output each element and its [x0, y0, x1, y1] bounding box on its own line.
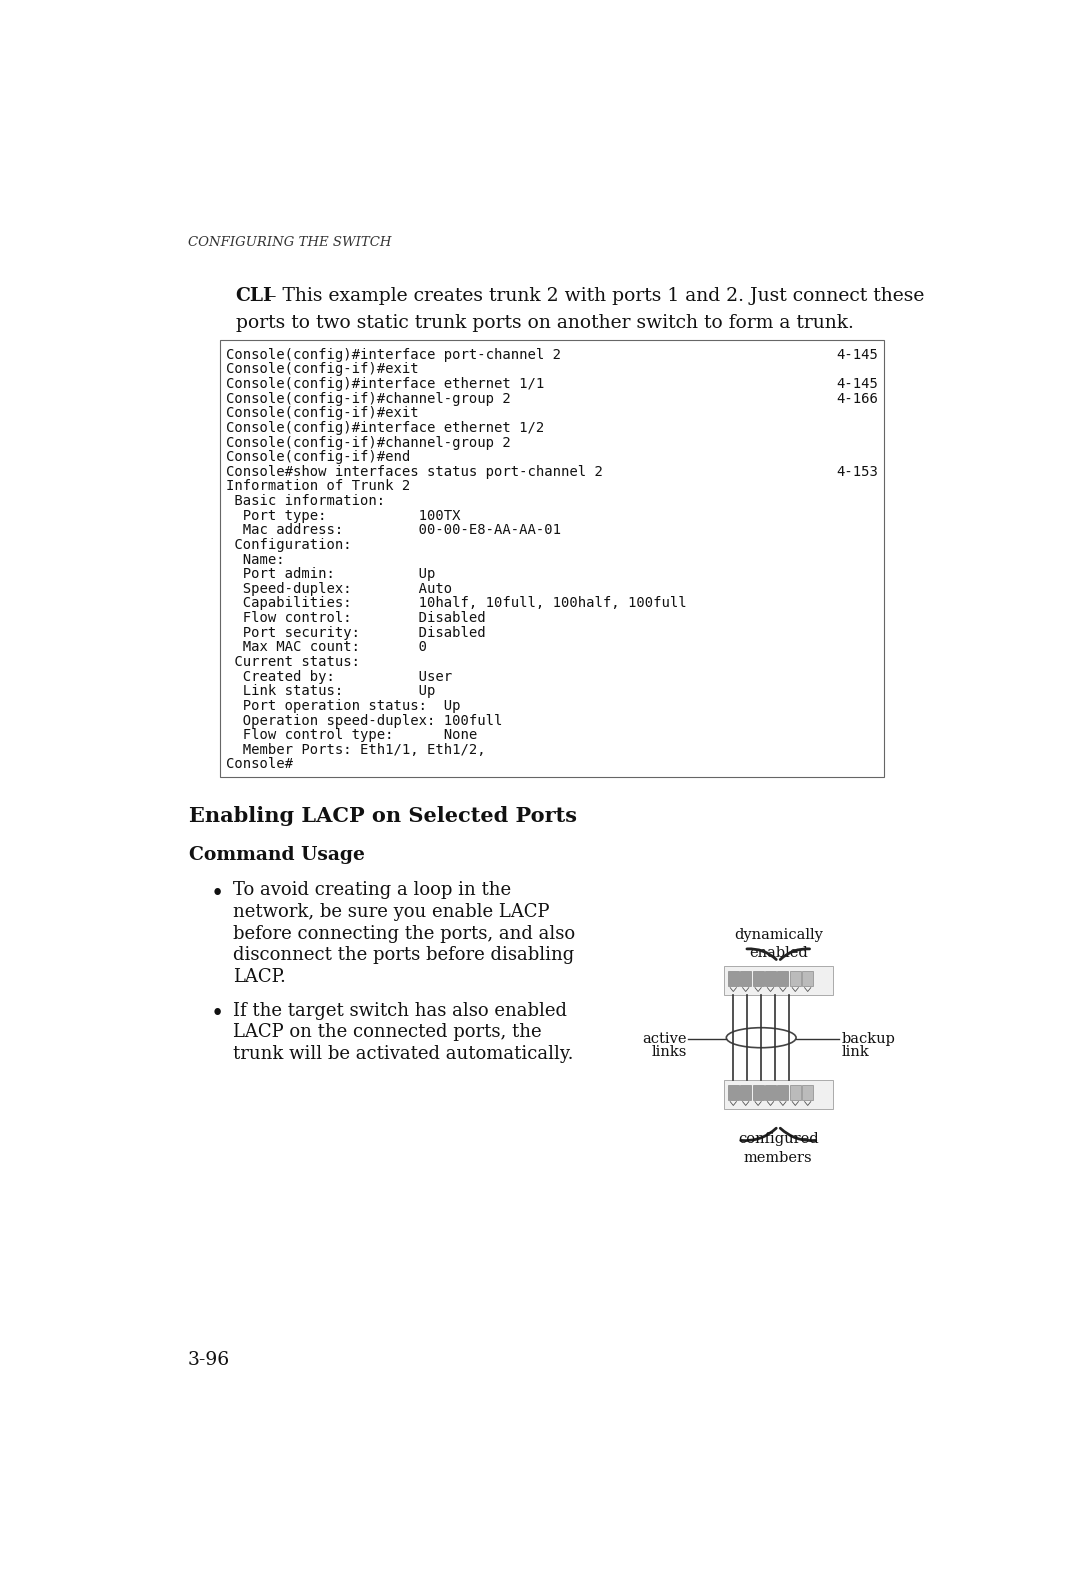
Text: dynamically
enabled: dynamically enabled	[733, 928, 823, 959]
Text: – This example creates trunk 2 with ports 1 and 2. Just connect these: – This example creates trunk 2 with port…	[261, 287, 924, 305]
Text: Created by:          User: Created by: User	[226, 670, 451, 683]
Text: 4-166: 4-166	[836, 391, 878, 405]
Text: Speed-duplex:        Auto: Speed-duplex: Auto	[226, 582, 451, 597]
Text: Port operation status:  Up: Port operation status: Up	[226, 699, 460, 713]
FancyBboxPatch shape	[728, 970, 739, 986]
Text: Flow control:        Disabled: Flow control: Disabled	[226, 611, 485, 625]
Text: Console(config-if)#exit: Console(config-if)#exit	[226, 407, 418, 421]
Text: network, be sure you enable LACP: network, be sure you enable LACP	[232, 903, 549, 922]
Text: Console(config)#interface ethernet 1/2: Console(config)#interface ethernet 1/2	[226, 421, 544, 435]
Text: LACP.: LACP.	[232, 967, 285, 986]
Text: Capabilities:        10half, 10full, 100half, 100full: Capabilities: 10half, 10full, 100half, 1…	[226, 597, 686, 611]
FancyBboxPatch shape	[778, 970, 788, 986]
Text: Console(config-if)#channel-group 2: Console(config-if)#channel-group 2	[226, 391, 511, 405]
Text: Current status:: Current status:	[226, 655, 360, 669]
Text: CLI: CLI	[235, 287, 272, 305]
FancyBboxPatch shape	[220, 341, 883, 777]
Text: Port type:           100TX: Port type: 100TX	[226, 509, 460, 523]
Text: Flow control type:      None: Flow control type: None	[226, 728, 477, 743]
Text: links: links	[651, 1046, 687, 1060]
Text: Max MAC count:       0: Max MAC count: 0	[226, 641, 427, 655]
Text: 3-96: 3-96	[188, 1352, 230, 1369]
FancyBboxPatch shape	[740, 970, 751, 986]
Text: trunk will be activated automatically.: trunk will be activated automatically.	[232, 1044, 573, 1063]
FancyBboxPatch shape	[789, 1085, 800, 1101]
Text: Command Usage: Command Usage	[189, 846, 365, 864]
FancyBboxPatch shape	[778, 1085, 788, 1101]
Text: Basic information:: Basic information:	[226, 495, 384, 509]
Text: •: •	[211, 882, 225, 904]
Text: Console(config)#interface ethernet 1/1: Console(config)#interface ethernet 1/1	[226, 377, 544, 391]
Text: Console#: Console#	[226, 757, 293, 771]
Text: Operation speed-duplex: 100full: Operation speed-duplex: 100full	[226, 713, 502, 727]
Text: disconnect the ports before disabling: disconnect the ports before disabling	[232, 947, 573, 964]
FancyBboxPatch shape	[802, 970, 813, 986]
Text: LACP on the connected ports, the: LACP on the connected ports, the	[232, 1024, 541, 1041]
FancyBboxPatch shape	[724, 1080, 833, 1110]
Text: Information of Trunk 2: Information of Trunk 2	[226, 479, 410, 493]
FancyBboxPatch shape	[802, 1085, 813, 1101]
Text: Mac address:         00-00-E8-AA-AA-01: Mac address: 00-00-E8-AA-AA-01	[226, 523, 561, 537]
Text: 4-153: 4-153	[836, 465, 878, 479]
Text: Link status:         Up: Link status: Up	[226, 685, 435, 699]
FancyBboxPatch shape	[765, 970, 775, 986]
Text: 4-145: 4-145	[836, 377, 878, 391]
Text: Console(config-if)#exit: Console(config-if)#exit	[226, 363, 418, 377]
Text: Port admin:          Up: Port admin: Up	[226, 567, 435, 581]
Text: Console(config-if)#channel-group 2: Console(config-if)#channel-group 2	[226, 435, 511, 449]
Text: CONFIGURING THE SWITCH: CONFIGURING THE SWITCH	[188, 236, 391, 250]
Text: Enabling LACP on Selected Ports: Enabling LACP on Selected Ports	[189, 805, 577, 826]
FancyBboxPatch shape	[753, 1085, 764, 1101]
Text: Member Ports: Eth1/1, Eth1/2,: Member Ports: Eth1/1, Eth1/2,	[226, 743, 485, 757]
Text: Console(config-if)#end: Console(config-if)#end	[226, 451, 410, 465]
FancyBboxPatch shape	[753, 970, 764, 986]
Text: 4-145: 4-145	[836, 349, 878, 361]
Text: •: •	[211, 1003, 225, 1025]
Text: Name:: Name:	[226, 553, 284, 567]
FancyBboxPatch shape	[724, 966, 833, 995]
FancyBboxPatch shape	[789, 970, 800, 986]
Text: Console(config)#interface port-channel 2: Console(config)#interface port-channel 2	[226, 349, 561, 361]
FancyBboxPatch shape	[740, 1085, 751, 1101]
Text: ports to two static trunk ports on another switch to form a trunk.: ports to two static trunk ports on anoth…	[235, 314, 853, 331]
Text: Console#show interfaces status port-channel 2: Console#show interfaces status port-chan…	[226, 465, 603, 479]
Text: before connecting the ports, and also: before connecting the ports, and also	[232, 925, 575, 942]
Text: Configuration:: Configuration:	[226, 539, 351, 553]
Text: link: link	[841, 1046, 869, 1060]
Text: configured
members: configured members	[738, 1132, 819, 1165]
FancyBboxPatch shape	[765, 1085, 775, 1101]
Text: backup: backup	[841, 1031, 895, 1046]
Text: If the target switch has also enabled: If the target switch has also enabled	[232, 1002, 567, 1019]
Text: active: active	[643, 1031, 687, 1046]
Text: Port security:       Disabled: Port security: Disabled	[226, 626, 485, 639]
FancyBboxPatch shape	[728, 1085, 739, 1101]
Text: To avoid creating a loop in the: To avoid creating a loop in the	[232, 881, 511, 900]
